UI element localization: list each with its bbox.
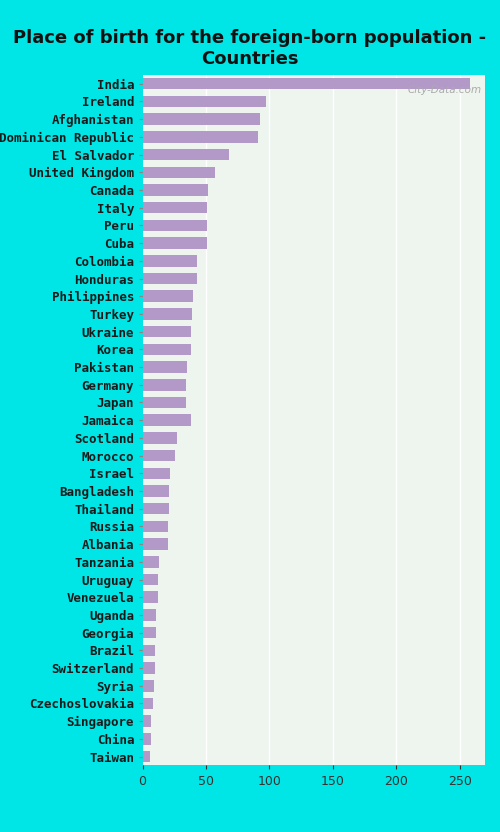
Bar	[142, 485, 169, 497]
Bar	[142, 361, 187, 373]
Bar	[142, 255, 197, 266]
Bar	[142, 78, 470, 90]
Bar	[142, 592, 158, 603]
Bar	[142, 220, 207, 231]
Bar	[142, 626, 156, 638]
Bar	[142, 538, 168, 550]
Bar	[142, 450, 176, 461]
Bar	[142, 574, 158, 585]
Bar	[142, 149, 229, 161]
Bar	[142, 750, 150, 762]
Text: Place of birth for the foreign-born population -
Countries: Place of birth for the foreign-born popu…	[14, 29, 486, 68]
Bar	[142, 432, 177, 443]
Bar	[142, 273, 197, 285]
Bar	[142, 166, 215, 178]
Bar	[142, 733, 152, 745]
Bar	[142, 131, 258, 142]
Bar	[142, 521, 168, 532]
Bar	[142, 96, 266, 107]
Bar	[142, 344, 190, 355]
Text: City-Data.com: City-Data.com	[408, 85, 482, 95]
Bar	[142, 609, 156, 621]
Bar	[142, 556, 159, 567]
Bar	[142, 290, 193, 302]
Bar	[142, 308, 192, 319]
Bar	[142, 379, 186, 390]
Bar	[142, 680, 154, 691]
Bar	[142, 397, 186, 409]
Bar	[142, 503, 169, 514]
Bar	[142, 202, 207, 214]
Bar	[142, 113, 260, 125]
Bar	[142, 645, 155, 656]
Bar	[142, 414, 190, 426]
Bar	[142, 698, 152, 709]
Bar	[142, 468, 171, 479]
Bar	[142, 662, 155, 674]
Bar	[142, 716, 152, 727]
Bar	[142, 326, 190, 338]
Bar	[142, 237, 207, 249]
Bar	[142, 184, 208, 196]
